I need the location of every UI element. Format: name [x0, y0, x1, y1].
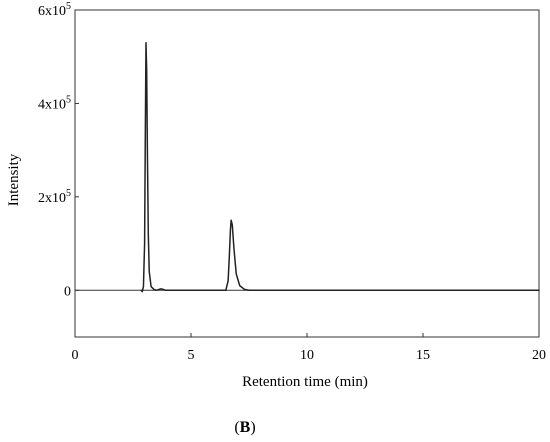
- y-tick-label-2-exponent: 5: [66, 94, 71, 105]
- x-tick-label-0: 0: [72, 348, 79, 363]
- x-axis-ticks: 0 5 10 15 20: [72, 333, 546, 363]
- y-tick-label-1-base: 2x10: [38, 191, 66, 206]
- x-tick-label-4: 20: [532, 348, 546, 363]
- y-tick-label-3: 6x105: [38, 1, 71, 19]
- x-tick-label-3: 15: [416, 348, 430, 363]
- y-tick-label-1-exponent: 5: [66, 188, 71, 199]
- x-axis-title: Retention time (min): [242, 374, 368, 390]
- y-tick-label-3-exponent: 5: [66, 1, 71, 12]
- x-tick-label-1: 5: [188, 348, 195, 363]
- y-axis-title: Intensity: [6, 153, 22, 206]
- panel-label-letter: B: [240, 419, 251, 436]
- y-tick-label-0: 0: [64, 284, 71, 299]
- y-tick-label-2: 4x105: [38, 94, 71, 112]
- y-tick-label-1: 2x105: [38, 188, 71, 206]
- x-tick-label-2: 10: [300, 348, 314, 363]
- panel-label-close: ): [250, 419, 255, 436]
- series-layer: [140, 41, 540, 293]
- series-line-0: [140, 41, 540, 293]
- y-tick-label-0-base: 0: [64, 284, 71, 299]
- y-tick-label-3-base: 6x10: [38, 4, 66, 19]
- panel-label-open: (: [234, 419, 239, 436]
- y-tick-label-2-base: 4x10: [38, 97, 66, 112]
- panel-label: (B): [234, 419, 255, 436]
